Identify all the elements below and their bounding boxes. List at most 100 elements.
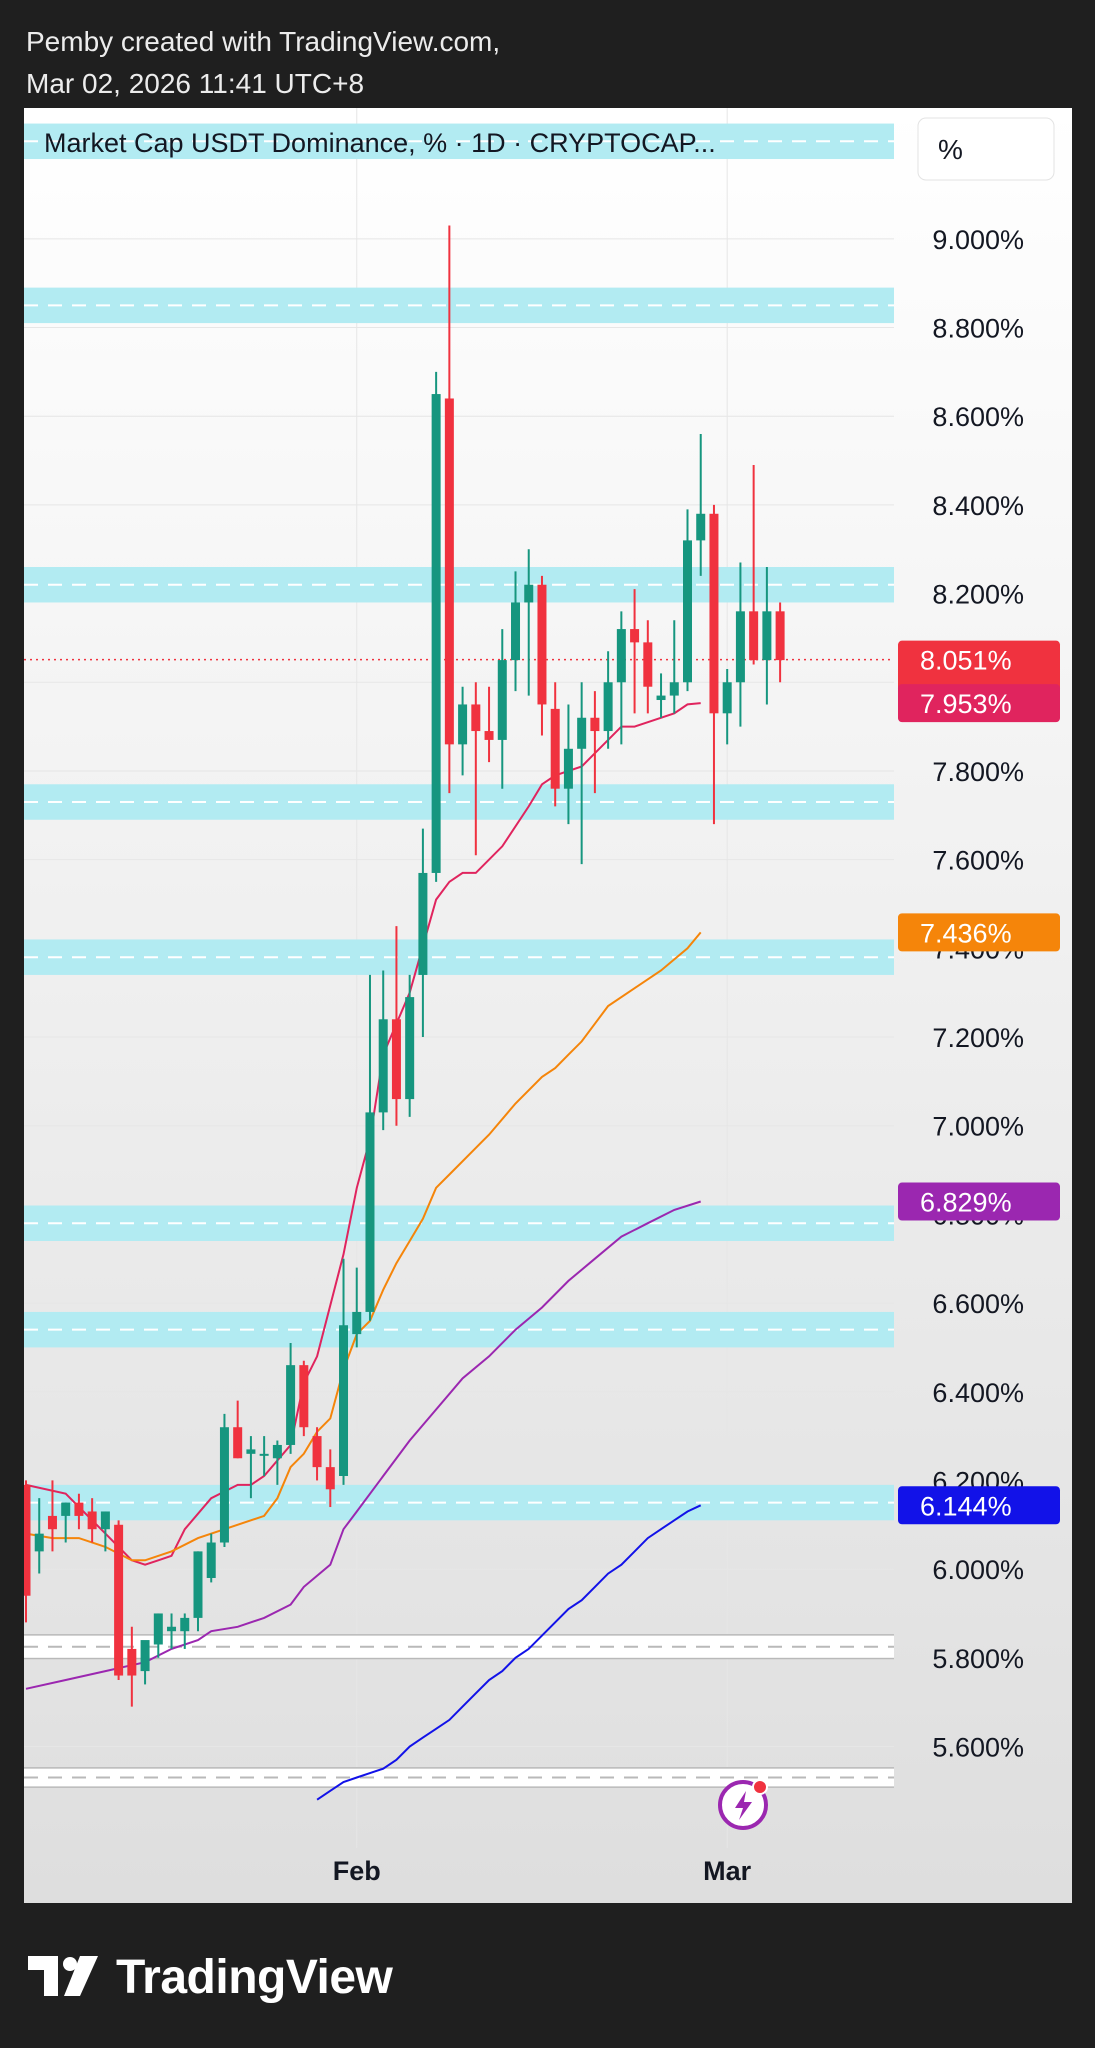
candle-body — [140, 1640, 150, 1672]
candle-body — [563, 748, 573, 789]
chart-legend-title: Market Cap USDT Dominance, % · 1D · CRYP… — [44, 128, 716, 158]
candle-body — [378, 1019, 388, 1113]
candle-body — [167, 1626, 177, 1632]
price-label: 7.436% — [898, 913, 1060, 952]
candle — [484, 686, 494, 763]
y-tick-label: 6.000% — [932, 1555, 1024, 1585]
candle-body — [471, 704, 481, 732]
candle-body — [775, 611, 785, 661]
candle — [696, 433, 706, 576]
price-label-bg — [898, 913, 1060, 952]
candle-body — [127, 1648, 137, 1676]
candle — [722, 668, 732, 745]
price-label-text: 6.144% — [920, 1491, 1012, 1521]
candle-body — [603, 682, 613, 732]
candle — [471, 682, 481, 856]
candle-body — [590, 717, 600, 732]
candle-body — [246, 1449, 256, 1454]
candle — [630, 589, 640, 714]
candle — [100, 1511, 110, 1552]
candle-body — [577, 717, 587, 749]
candle-body — [683, 540, 692, 683]
y-tick-label: 8.200% — [932, 580, 1024, 610]
candle-body — [630, 629, 640, 643]
level-zones — [24, 123, 894, 1788]
candle-body — [722, 682, 732, 714]
candle-body — [206, 1542, 216, 1578]
candle — [656, 673, 666, 718]
candle-body — [550, 708, 560, 789]
candle-body — [114, 1524, 124, 1676]
candle — [669, 620, 679, 714]
candle — [497, 629, 507, 789]
candle-body — [61, 1502, 71, 1516]
price-label-text: 8.051% — [920, 646, 1012, 676]
chart-panel[interactable]: 9.200%9.000%8.800%8.600%8.400%8.200%8.00… — [24, 108, 1072, 1903]
candle-body — [153, 1613, 163, 1645]
candle-body — [709, 513, 719, 714]
candle — [458, 686, 468, 776]
candle-body — [418, 872, 428, 975]
tradingview-brand: TradingView — [116, 1951, 393, 2004]
candle — [762, 566, 772, 705]
candle-body — [643, 642, 653, 687]
moving-average-line-4 — [316, 1504, 702, 1801]
candle — [563, 704, 573, 825]
candle-body — [484, 731, 494, 740]
price-labels: 8.051%20:18:287.953%7.436%6.829%6.144% — [898, 640, 1060, 1525]
y-tick-label: 7.600% — [932, 846, 1024, 876]
candle — [180, 1613, 190, 1649]
candle — [735, 562, 745, 727]
moving-average-line-2 — [25, 931, 702, 1562]
tradingview-footer: TradingView — [28, 1950, 393, 2005]
price-label-bg — [898, 684, 1060, 723]
candle-body — [735, 611, 745, 683]
candle-body — [87, 1511, 97, 1530]
candle — [233, 1400, 243, 1459]
candle — [339, 1258, 349, 1485]
candle-body — [497, 660, 507, 740]
candle-body — [537, 584, 547, 705]
candle-body — [365, 1112, 375, 1312]
candle — [537, 575, 547, 736]
candle-body — [34, 1533, 44, 1552]
candle-body — [431, 394, 441, 873]
plot-background — [24, 108, 1072, 1903]
candle — [577, 682, 587, 865]
price-label-text: 7.436% — [920, 918, 1012, 948]
candle — [378, 970, 388, 1131]
price-chart[interactable]: 9.200%9.000%8.800%8.600%8.400%8.200%8.00… — [24, 108, 1072, 1903]
scale-mode-button[interactable]: % — [917, 117, 1055, 181]
y-tick-label: 7.800% — [932, 757, 1024, 787]
candle-body — [458, 704, 468, 745]
candle — [153, 1613, 163, 1658]
y-tick-label: 8.400% — [932, 491, 1024, 521]
candles — [24, 225, 785, 1707]
candle-body — [511, 602, 521, 661]
candle — [444, 225, 454, 794]
candle — [391, 926, 401, 1126]
candle-body — [391, 1019, 401, 1100]
candle-body — [193, 1551, 203, 1618]
candle-body — [74, 1502, 84, 1516]
candle — [590, 691, 600, 794]
candle — [312, 1427, 322, 1481]
candle — [61, 1502, 71, 1543]
candle — [709, 504, 719, 825]
candle — [47, 1480, 57, 1552]
candle-body — [299, 1365, 309, 1428]
candle — [325, 1449, 335, 1508]
time-axis: Feb Mar — [333, 1856, 752, 1886]
candle — [524, 549, 534, 696]
price-label-bg — [898, 1182, 1060, 1221]
candle-body — [24, 1484, 31, 1596]
candle-body — [405, 997, 415, 1100]
candle-body — [696, 513, 706, 541]
candle-body — [762, 611, 772, 661]
price-label: 7.953% — [898, 684, 1060, 723]
candle-body — [100, 1511, 110, 1530]
price-label-text: 6.829% — [920, 1188, 1012, 1218]
candle — [246, 1436, 256, 1499]
candle-body — [339, 1325, 349, 1476]
lightning-icon[interactable] — [718, 1779, 768, 1830]
